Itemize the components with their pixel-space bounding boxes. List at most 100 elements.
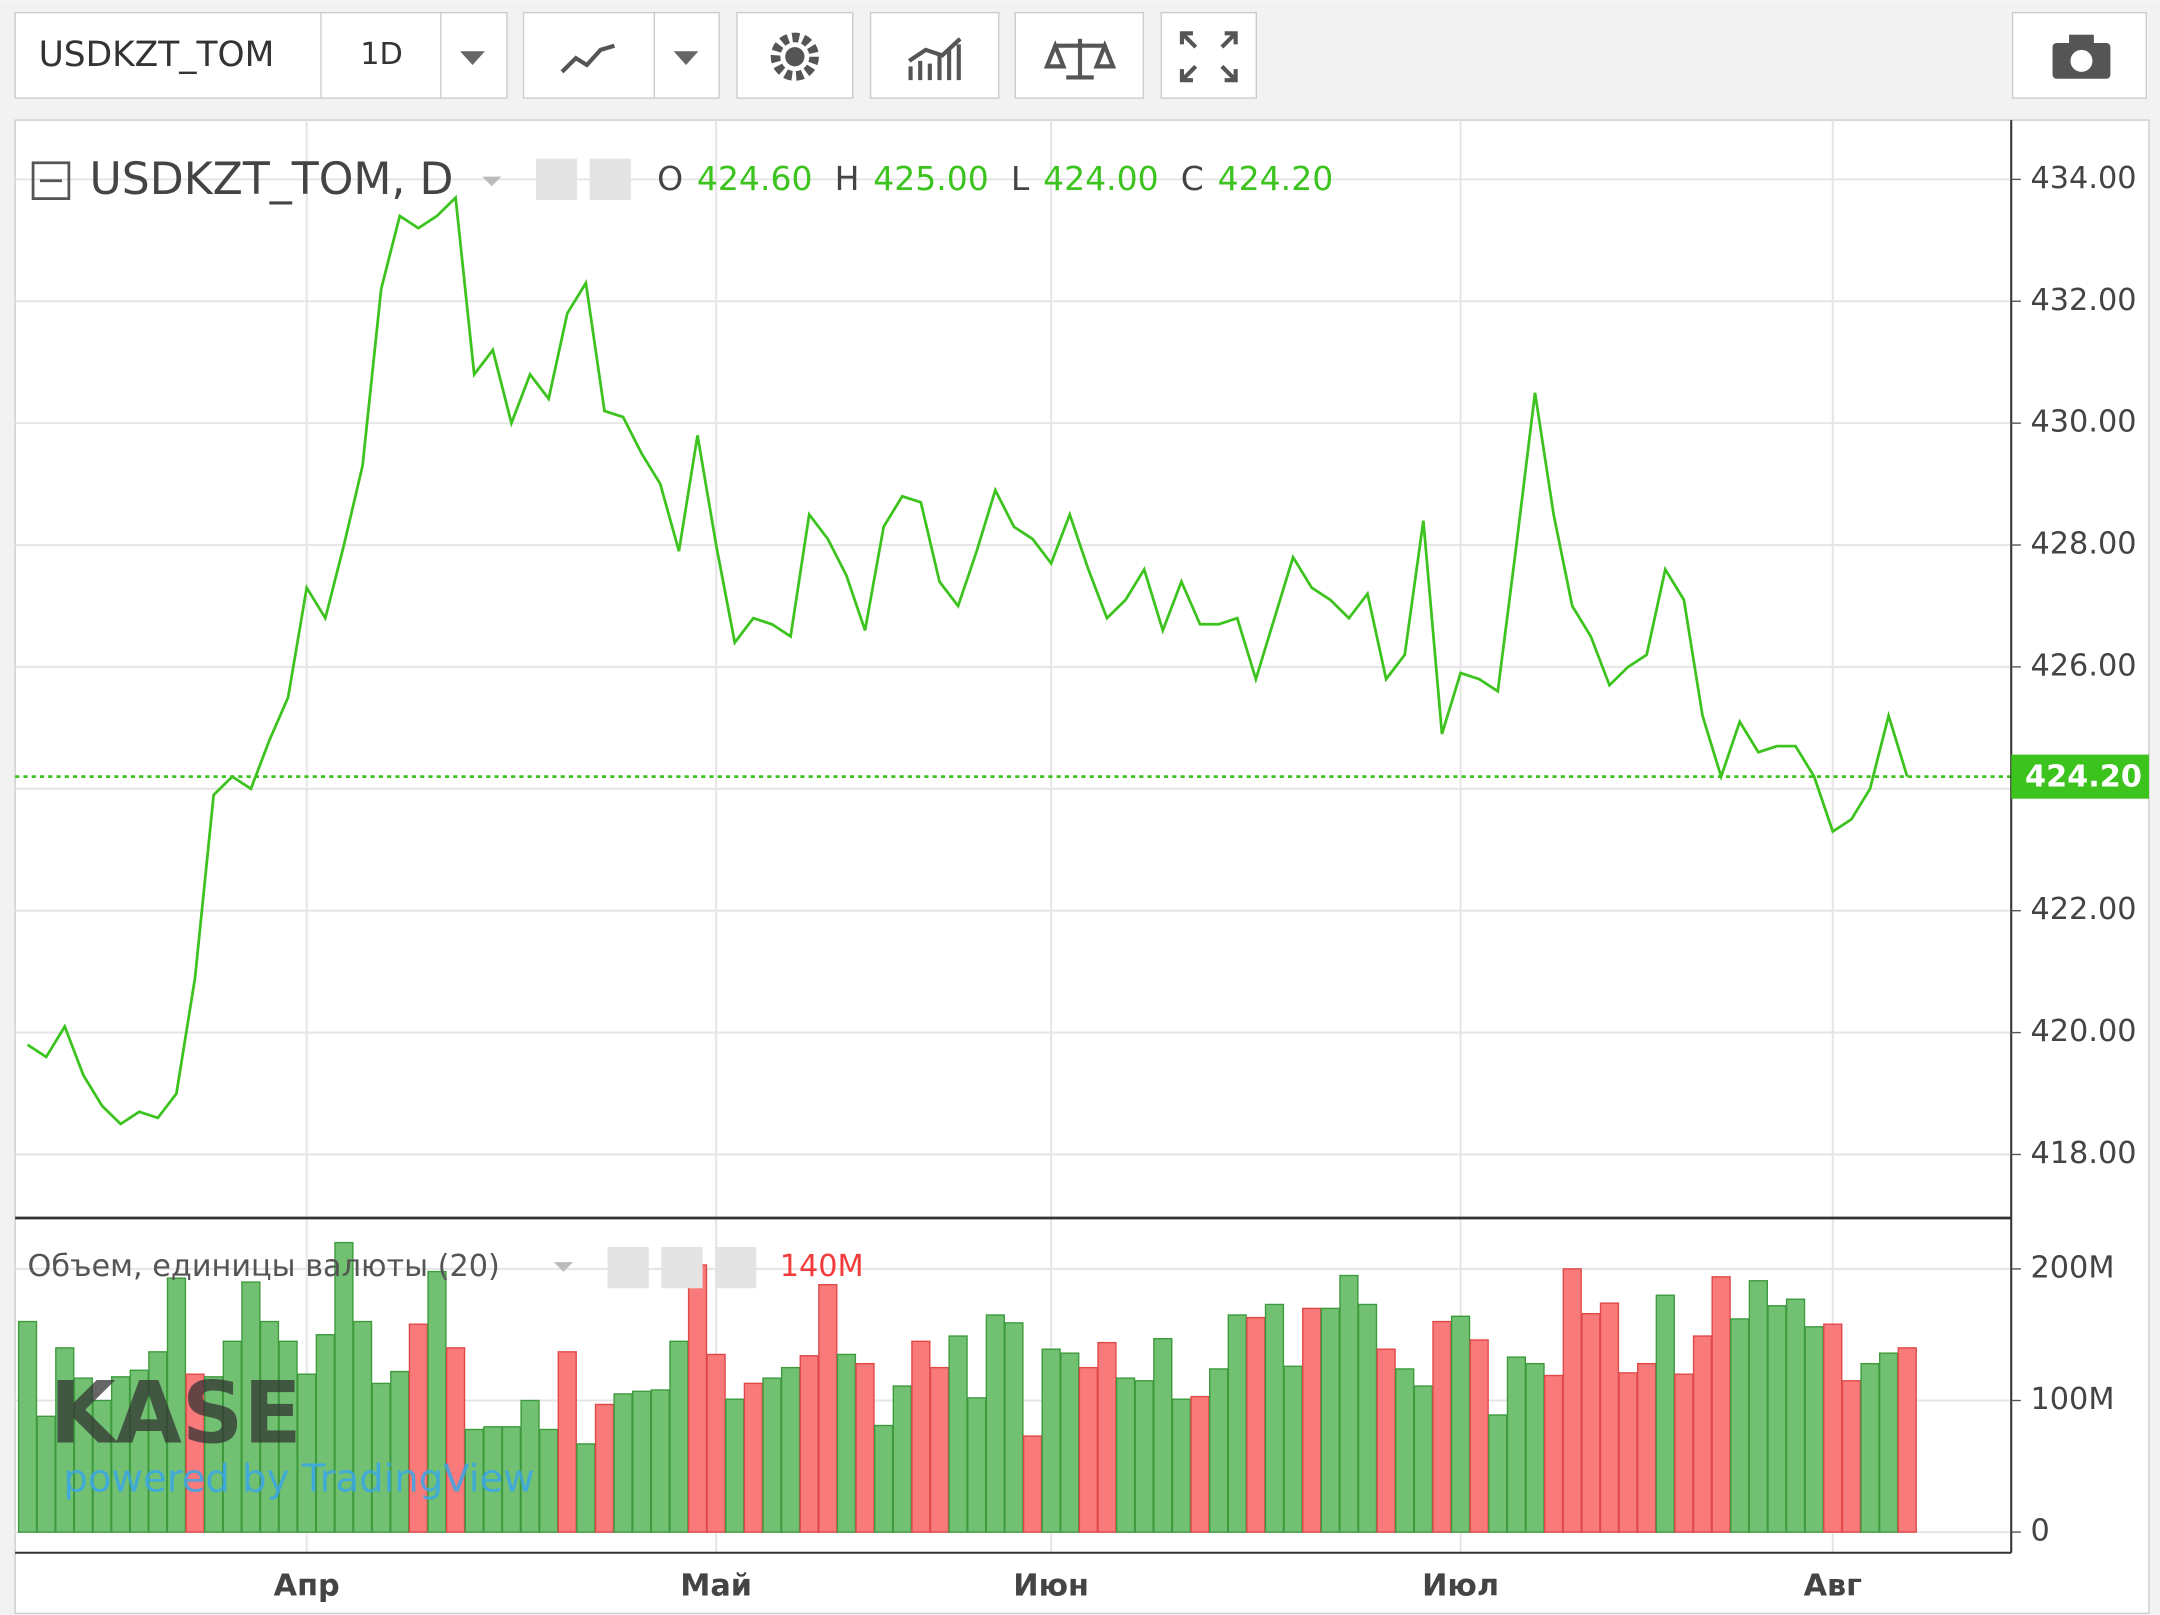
volume-bar [1711, 1276, 1731, 1533]
volume-bar [874, 1424, 894, 1533]
watermark: KASE [50, 1365, 302, 1464]
line-style-icon[interactable] [560, 43, 615, 74]
last-price-label: 424.20 [2025, 759, 2142, 794]
title-dropdown[interactable] [482, 176, 502, 187]
volume-bar [1134, 1380, 1154, 1533]
volume-bar [297, 1373, 317, 1533]
volume-bar [1655, 1294, 1675, 1533]
volume-bar [1543, 1374, 1564, 1533]
ohlc-label: L [1011, 159, 1030, 198]
volume-bar [1450, 1315, 1471, 1533]
volume-bar [1190, 1395, 1210, 1533]
y-tick-label: 418.00 [2031, 1136, 2137, 1171]
volume-bar [1078, 1366, 1099, 1533]
volume-bar [576, 1443, 596, 1533]
volume-bar [55, 1347, 75, 1533]
volume-bar [315, 1334, 335, 1533]
series-title: USDKZT_TOM, D [90, 154, 454, 205]
volume-bar [1637, 1362, 1657, 1533]
volume-bar [967, 1397, 987, 1533]
volume-bar [687, 1264, 708, 1533]
settings-icon [785, 47, 805, 67]
y-tick-label: 0 [2031, 1514, 2050, 1549]
volume-bar [1897, 1347, 1917, 1533]
symbol-group[interactable] [14, 11, 508, 99]
y-tick-label: 428.00 [2031, 527, 2137, 562]
volume-bar [1227, 1314, 1247, 1533]
visibility-button[interactable] [535, 158, 578, 200]
volume-bar [1283, 1365, 1303, 1533]
volume-bar [985, 1314, 1005, 1533]
volume-bar [836, 1353, 857, 1533]
x-tick-label: Авг [1804, 1569, 1863, 1604]
volume-bar [911, 1340, 931, 1533]
volume-bar [1599, 1302, 1620, 1533]
volume-bar [129, 1369, 149, 1533]
ohlc-label: C [1181, 159, 1204, 198]
volume-bar [1674, 1373, 1694, 1533]
volume-bar [222, 1340, 242, 1533]
volume-bar [1339, 1274, 1359, 1533]
x-tick-label: Май [680, 1569, 752, 1604]
volume-bar [1153, 1337, 1173, 1533]
y-tick-label: 100M [2031, 1382, 2115, 1417]
volume-remove-button[interactable] [714, 1246, 757, 1289]
volume-bar [148, 1351, 168, 1533]
volume-title: Объем, единицы валюты (20) [28, 1249, 500, 1284]
volume-bar [799, 1355, 819, 1533]
fullscreen-button[interactable] [1160, 11, 1258, 99]
volume-bar [780, 1366, 801, 1533]
volume-bar [1860, 1362, 1880, 1533]
y-tick-label: 432.00 [2031, 283, 2137, 318]
indicators-icon [908, 37, 962, 81]
volume-bar [1767, 1305, 1787, 1533]
x-tick-label: Июн [1013, 1569, 1089, 1604]
interval-dropdown[interactable] [460, 51, 485, 65]
volume-bar [166, 1277, 187, 1533]
collapse-icon[interactable] [31, 161, 71, 201]
volume-bar [371, 1382, 391, 1533]
volume-bar [762, 1377, 782, 1533]
volume-bar [185, 1373, 205, 1533]
volume-bar [613, 1393, 633, 1533]
volume-settings-button[interactable] [661, 1246, 703, 1289]
volume-bar [669, 1340, 689, 1533]
volume-bar [1488, 1414, 1508, 1533]
volume-bar [1264, 1303, 1285, 1533]
last-price-tag [2011, 754, 2149, 799]
volume-bar [948, 1335, 968, 1533]
volume-bar [743, 1382, 764, 1533]
volume-bar [929, 1366, 950, 1533]
volume-bar [855, 1362, 875, 1533]
volume-bar [1413, 1385, 1433, 1533]
y-tick-label: 200M [2031, 1250, 2115, 1285]
volume-bar [1357, 1303, 1378, 1533]
volume-bar [1878, 1352, 1899, 1533]
settings-icon [770, 32, 819, 81]
symbol-button[interactable]: USDKZT_TOM [39, 35, 275, 75]
volume-bar [445, 1347, 466, 1533]
volume-bar [352, 1320, 373, 1533]
ohlc-value: 424.20 [1218, 159, 1334, 198]
ohlc-value: 424.00 [1043, 159, 1159, 198]
style-dropdown[interactable] [673, 51, 699, 65]
volume-bar [650, 1389, 670, 1533]
volume-bar [1469, 1339, 1489, 1533]
interval-button[interactable]: 1D [360, 37, 403, 72]
volume-bar [539, 1428, 559, 1533]
indicators-button[interactable] [869, 11, 1000, 99]
y-tick-label: 422.00 [2031, 892, 2137, 927]
volume-bar [1748, 1280, 1768, 1533]
volume-bar [1730, 1318, 1750, 1533]
volume-last-value: 140M [780, 1249, 864, 1284]
volume-dropdown[interactable] [553, 1262, 574, 1272]
volume-bar [17, 1320, 38, 1533]
series-settings-button[interactable] [589, 158, 631, 200]
x-tick-label: Апр [274, 1569, 340, 1604]
volume-visibility-button[interactable] [607, 1246, 649, 1289]
volume-bar [520, 1399, 540, 1533]
volume-bar [1692, 1335, 1713, 1533]
volume-bar [73, 1377, 94, 1533]
